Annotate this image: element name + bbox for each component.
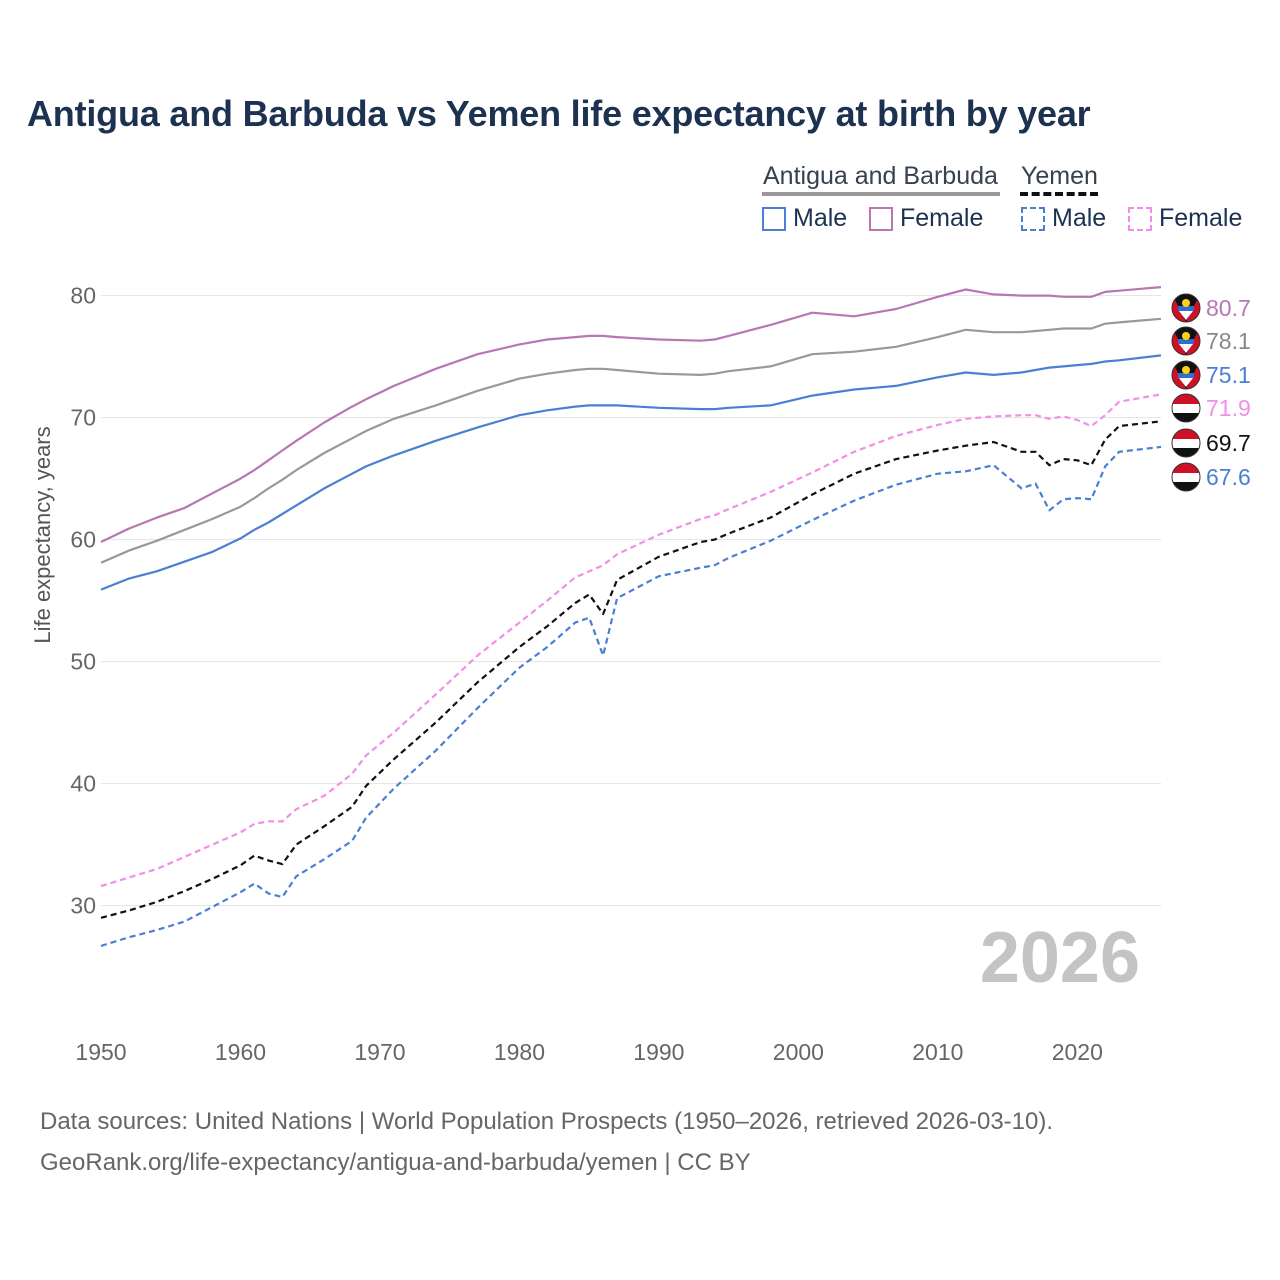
x-tick-label: 2020 (1052, 1039, 1103, 1065)
flag-band (1179, 378, 1193, 387)
series-line-antigua-and-barbuda-female (100, 286, 1162, 543)
flag-band (1178, 373, 1194, 378)
legend-yemen-line (1020, 192, 1098, 196)
end-value-label: 71.9 (1206, 395, 1251, 421)
legend-swatch (1021, 206, 1045, 231)
flag-stripe (1172, 404, 1200, 413)
flag-ring (1171, 293, 1201, 323)
flag-sun (1182, 299, 1190, 307)
x-tick-label: 1960 (215, 1039, 266, 1065)
flag-sun (1182, 366, 1190, 374)
flag-stripe (1172, 429, 1200, 439)
x-tick-label: 1980 (494, 1039, 545, 1065)
flag-stripe (1172, 413, 1200, 422)
end-value-label: 69.7 (1206, 430, 1251, 456)
y-tick-label: 50 (70, 649, 96, 675)
flag-ring (1171, 462, 1201, 492)
y-tick-label: 80 (70, 283, 96, 309)
legend-label: Female (1159, 204, 1243, 232)
y-tick-label: 40 (70, 771, 96, 797)
legend-swatch (1128, 206, 1152, 231)
legend-antigua-line (762, 192, 1000, 196)
series-line-yemen-both (100, 420, 1162, 919)
end-value-label: 78.1 (1206, 328, 1251, 354)
yemen-flag-icon (1171, 393, 1201, 423)
flag-ring (1171, 326, 1201, 356)
legend-yemen-female: Female (1128, 204, 1242, 233)
flag-body (1172, 361, 1200, 389)
flag-band (1178, 306, 1194, 311)
legend-antigua-male: Male (762, 204, 847, 233)
flag-stripe (1172, 439, 1200, 448)
flag-ring (1171, 393, 1201, 423)
x-tick-label: 2010 (912, 1039, 963, 1065)
chart-title: Antigua and Barbuda vs Yemen life expect… (27, 93, 1091, 134)
series-line-antigua-and-barbuda-male (100, 354, 1162, 591)
end-value-label: 67.6 (1206, 464, 1251, 490)
series-line-yemen-male (100, 445, 1162, 947)
x-tick-label: 1990 (633, 1039, 684, 1065)
yemen-flag-icon (1171, 428, 1201, 458)
x-tick-label: 1970 (354, 1039, 405, 1065)
y-tick-label: 60 (70, 527, 96, 553)
flag-body (1172, 394, 1200, 422)
legend-country-antigua: Antigua and Barbuda (763, 162, 998, 190)
legend-antigua-female: Female (869, 204, 983, 233)
series-line-yemen-female (100, 393, 1162, 888)
flag-band (1179, 311, 1193, 320)
flag-body (1172, 294, 1200, 322)
flag-band (1178, 339, 1194, 344)
antigua-flag-icon (1171, 293, 1201, 323)
series-line-antigua-and-barbuda-both (100, 317, 1162, 564)
flag-stripe (1172, 463, 1200, 473)
yemen-flag-icon (1171, 462, 1201, 492)
legend-label: Male (1052, 204, 1107, 232)
x-tick-label: 1950 (75, 1039, 126, 1065)
flag-stripe (1172, 473, 1200, 482)
antigua-flag-icon (1171, 326, 1201, 356)
flag-stripe (1172, 448, 1200, 457)
year-watermark: 2026 (980, 918, 1140, 998)
line-chart: 30 40 50 60 70 80 1950 1960 1970 1980 1990 2000 201… (70, 283, 1251, 1065)
y-tick-label: 70 (70, 405, 96, 431)
end-value-label: 80.7 (1206, 295, 1251, 321)
flag-stripe (1172, 482, 1200, 491)
legend-yemen-male: Male (1021, 204, 1106, 233)
legend-label: Female (900, 204, 984, 232)
legend-swatch (869, 206, 893, 231)
antigua-flag-icon (1171, 360, 1201, 390)
flag-body (1172, 429, 1200, 457)
flag-body (1172, 327, 1200, 355)
flag-sun (1182, 332, 1190, 340)
flag-ring (1171, 428, 1201, 458)
x-tick-label: 2000 (773, 1039, 824, 1065)
flag-body (1172, 463, 1200, 491)
flag-band (1179, 344, 1193, 353)
end-value-label: 75.1 (1206, 362, 1251, 388)
legend-country-yemen: Yemen (1021, 162, 1098, 190)
footer-sources: Data sources: United Nations | World Pop… (40, 1108, 1054, 1135)
footer-url: GeoRank.org/life-expectancy/antigua-and-… (40, 1149, 751, 1176)
y-tick-label: 30 (70, 893, 96, 919)
flag-ring (1171, 360, 1201, 390)
legend-label: Male (793, 204, 848, 232)
flag-stripe (1172, 394, 1200, 404)
legend-swatch (762, 206, 786, 231)
